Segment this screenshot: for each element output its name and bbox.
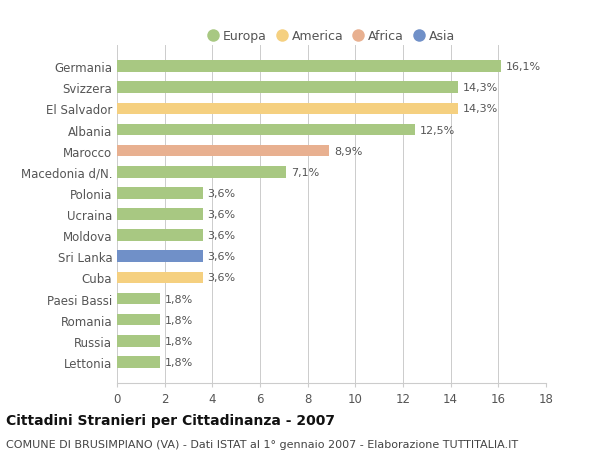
Text: 3,6%: 3,6% [208,252,236,262]
Text: 1,8%: 1,8% [164,357,193,367]
Bar [117,335,160,347]
Text: 3,6%: 3,6% [208,273,236,283]
Bar [117,314,160,326]
Text: 3,6%: 3,6% [208,189,236,198]
Text: 1,8%: 1,8% [164,315,193,325]
Bar [117,167,286,178]
Text: 3,6%: 3,6% [208,210,236,219]
Bar [117,124,415,136]
Bar [117,272,203,284]
Text: 1,8%: 1,8% [164,336,193,346]
Text: 14,3%: 14,3% [463,104,498,114]
Bar [117,230,203,241]
Bar [117,146,329,157]
Bar [117,293,160,305]
Bar [117,356,160,368]
Text: 8,9%: 8,9% [334,146,362,157]
Text: 3,6%: 3,6% [208,231,236,241]
Text: COMUNE DI BRUSIMPIANO (VA) - Dati ISTAT al 1° gennaio 2007 - Elaborazione TUTTIT: COMUNE DI BRUSIMPIANO (VA) - Dati ISTAT … [6,440,518,449]
Bar [117,251,203,263]
Text: Cittadini Stranieri per Cittadinanza - 2007: Cittadini Stranieri per Cittadinanza - 2… [6,414,335,428]
Bar [117,82,458,94]
Text: 7,1%: 7,1% [291,168,319,178]
Text: 1,8%: 1,8% [164,294,193,304]
Text: 14,3%: 14,3% [463,83,498,93]
Bar [117,61,501,73]
Legend: Europa, America, Africa, Asia: Europa, America, Africa, Asia [203,25,460,48]
Text: 12,5%: 12,5% [419,125,455,135]
Bar [117,209,203,220]
Bar [117,103,458,115]
Bar [117,188,203,199]
Text: 16,1%: 16,1% [505,62,541,72]
